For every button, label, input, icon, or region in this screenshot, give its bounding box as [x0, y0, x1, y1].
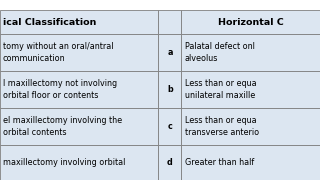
- Text: maxillectomy involving orbital: maxillectomy involving orbital: [3, 158, 125, 167]
- Text: b: b: [167, 85, 173, 94]
- Bar: [181, 108, 320, 145]
- Text: Less than or equa
unilateral maxille: Less than or equa unilateral maxille: [185, 79, 256, 100]
- Text: c: c: [168, 122, 172, 131]
- Text: l maxillectomy not involving
orbital floor or contents: l maxillectomy not involving orbital flo…: [3, 79, 117, 100]
- Text: Greater than half: Greater than half: [185, 158, 254, 167]
- Bar: [181, 10, 320, 34]
- Text: ical Classification: ical Classification: [3, 18, 96, 27]
- Text: d: d: [167, 158, 173, 167]
- Bar: [0, 145, 158, 180]
- Bar: [0, 71, 158, 108]
- Text: Palatal defect onl
alveolus: Palatal defect onl alveolus: [185, 42, 254, 63]
- Bar: [158, 10, 181, 34]
- Bar: [181, 145, 320, 180]
- Bar: [0, 10, 158, 34]
- Text: Horizontal C: Horizontal C: [218, 18, 284, 27]
- Text: Less than or equa
transverse anterio: Less than or equa transverse anterio: [185, 116, 259, 137]
- Bar: [181, 34, 320, 71]
- Bar: [0, 0, 320, 10]
- Bar: [158, 108, 181, 145]
- Bar: [181, 71, 320, 108]
- Bar: [0, 108, 158, 145]
- Text: a: a: [167, 48, 173, 57]
- Bar: [158, 145, 181, 180]
- Bar: [158, 34, 181, 71]
- Text: el maxillectomy involving the
orbital contents: el maxillectomy involving the orbital co…: [3, 116, 122, 137]
- Bar: [158, 71, 181, 108]
- Bar: [0, 34, 158, 71]
- Text: tomy without an oral/antral
communication: tomy without an oral/antral communicatio…: [3, 42, 113, 63]
